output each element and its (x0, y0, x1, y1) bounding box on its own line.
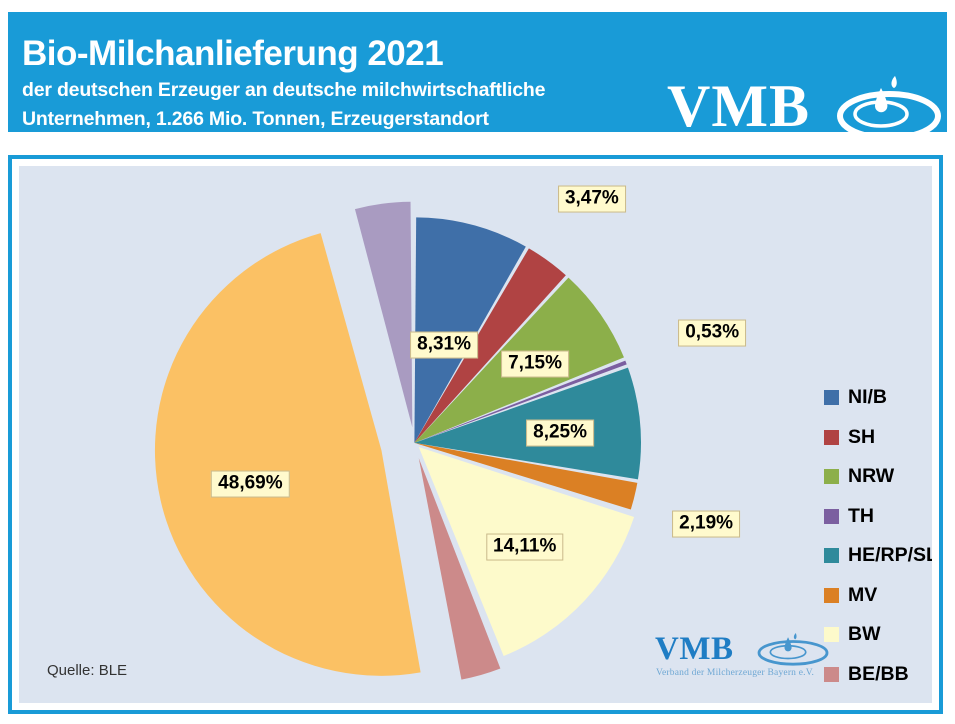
legend-item-label: NRW (848, 465, 895, 487)
legend-item-th[interactable]: TH (824, 504, 932, 528)
pie-slice-be-bb[interactable] (418, 458, 501, 680)
pie-chart (154, 201, 641, 680)
pie-data-label-mv: 2,19% (672, 510, 741, 538)
source-note: Quelle: BLE (47, 662, 128, 679)
pie-data-label-ni-b: 8,31% (410, 331, 478, 359)
chart-frame: 8,31%3,47%7,15%0,53%8,25%2,19%14,11%3,10… (8, 155, 943, 714)
legend-item-label: BW (848, 623, 881, 645)
footer-logo: VMB Verband der Milcherzeuger Bayern e.V… (655, 633, 835, 685)
pie-slice-by[interactable] (154, 233, 421, 676)
pie-slice-ni-b[interactable] (414, 217, 526, 443)
page-subtitle-line-2: Unternehmen, 1.266 Mio. Tonnen, Erzeuger… (22, 108, 489, 130)
legend-item-mv[interactable]: MV (824, 583, 932, 607)
pie-data-label-he-rp-sl: 8,25% (526, 419, 594, 447)
page-header: Bio-Milchanlieferung 2021 der deutschen … (8, 12, 947, 132)
legend-item-label: BE/BB (848, 662, 909, 685)
page-title: Bio-Milchanlieferung 2021 (22, 34, 444, 73)
header-logo: VMB (661, 76, 941, 132)
pie-data-label-by: 48,69% (211, 470, 290, 498)
legend-item-label: HE/RP/SL (848, 544, 935, 566)
chart-plot-area: 8,31%3,47%7,15%0,53%8,25%2,19%14,11%3,10… (16, 163, 935, 706)
legend-swatch-icon (824, 429, 839, 445)
milk-drop-icon (754, 633, 832, 672)
page-subtitle-line-1: der deutschen Erzeuger an deutsche milch… (22, 79, 546, 101)
legend-item-sh[interactable]: SH (824, 425, 932, 449)
footer-logo-text: VMB (655, 631, 734, 667)
legend-item-ni-b[interactable]: NI/B (824, 386, 932, 409)
legend-item-label: BY (848, 702, 875, 703)
pie-data-label-sh: 3,47% (557, 185, 626, 213)
legend-swatch-icon (824, 587, 839, 603)
legend-item-nrw[interactable]: NRW (824, 465, 932, 488)
legend-swatch-icon (824, 627, 839, 642)
legend-swatch-icon (824, 666, 839, 682)
pie-data-label-bw: 14,11% (486, 533, 564, 561)
legend-swatch-icon (824, 548, 839, 563)
legend-item-label: SH (848, 425, 876, 448)
header-logo-text: VMB (667, 73, 810, 132)
legend-swatch-icon (824, 469, 839, 484)
milk-drop-icon (837, 72, 941, 132)
legend-item-label: NI/B (848, 386, 887, 408)
pie-data-label-nrw: 7,15% (501, 350, 569, 378)
legend-item-he-rp-sl[interactable]: HE/RP/SL (824, 544, 935, 567)
legend-item-label: TH (848, 504, 874, 527)
legend-swatch-icon (824, 390, 839, 405)
legend-item-label: MV (848, 583, 878, 606)
legend-swatch-icon (824, 508, 839, 524)
legend-item-by[interactable]: BY (824, 702, 932, 703)
pie-slice-sh[interactable] (414, 248, 566, 443)
pie-slice-sa-st[interactable] (354, 201, 413, 428)
pie-slice-th[interactable] (414, 360, 627, 443)
pie-slice-mv[interactable] (414, 442, 638, 510)
pie-data-label-th: 0,53% (678, 319, 747, 347)
legend-item-be-bb[interactable]: BE/BB (824, 662, 932, 686)
footer-logo-subtitle: Verband der Milcherzeuger Bayern e.V. (656, 668, 815, 678)
legend-item-bw[interactable]: BW (824, 623, 932, 646)
